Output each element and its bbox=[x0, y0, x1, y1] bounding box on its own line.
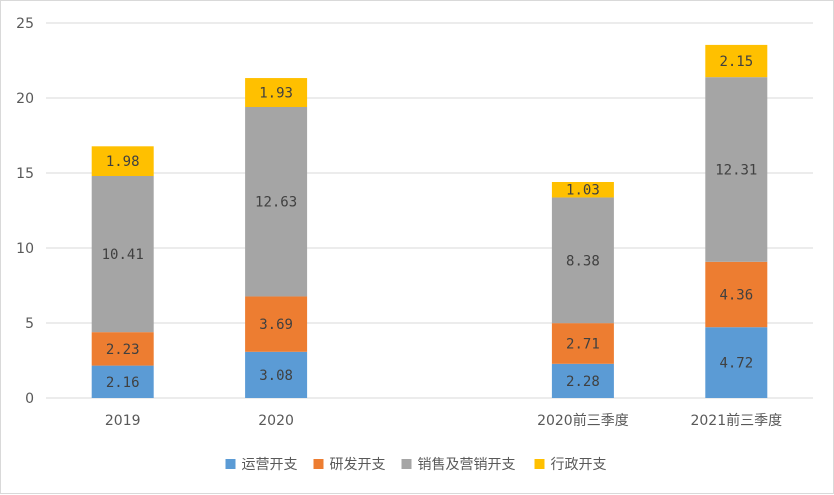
bar-segment bbox=[245, 351, 308, 398]
y-tick-label: 0 bbox=[25, 391, 34, 407]
bar-segment bbox=[245, 296, 308, 352]
y-tick-label: 25 bbox=[16, 16, 34, 32]
data-label: 1.03 bbox=[566, 183, 600, 199]
data-label: 2.28 bbox=[566, 374, 600, 390]
data-label: 2.16 bbox=[106, 375, 140, 391]
y-tick-label: 20 bbox=[16, 91, 34, 107]
data-label: 12.63 bbox=[255, 195, 297, 211]
data-label: 2.23 bbox=[106, 342, 140, 358]
y-axis: 0 5 10 15 20 25 bbox=[16, 16, 34, 407]
data-label: 4.72 bbox=[719, 356, 753, 372]
legend-swatch bbox=[313, 459, 324, 469]
bar-segment bbox=[551, 323, 614, 364]
legend-label: 研发开支 bbox=[330, 457, 386, 473]
legend-label: 运营开支 bbox=[242, 457, 298, 473]
data-label: 3.69 bbox=[259, 317, 293, 333]
bar-segment bbox=[91, 146, 154, 176]
bar-segment bbox=[551, 182, 614, 198]
x-tick-label: 2021前三季度 bbox=[690, 412, 782, 429]
bar-segment bbox=[551, 197, 614, 324]
x-axis: 2019 2020 2020前三季度 2021前三季度 bbox=[105, 412, 782, 429]
bar-segment bbox=[91, 332, 154, 366]
bars: 2.16 2.23 10.41 1.98 3.08 3.69 12.63 1.93 2.28 2.… bbox=[91, 44, 768, 398]
gridlines bbox=[46, 22, 813, 399]
bar-segment bbox=[551, 363, 614, 398]
bar-segment bbox=[705, 261, 768, 328]
legend-swatch bbox=[225, 459, 236, 469]
legend-label: 行政开支 bbox=[551, 457, 607, 473]
y-tick-label: 10 bbox=[16, 241, 34, 257]
legend-label: 销售及营销开支 bbox=[418, 457, 516, 473]
data-label: 1.93 bbox=[259, 86, 293, 102]
bar-segment bbox=[705, 44, 768, 78]
bar-segment bbox=[245, 78, 308, 107]
legend: 运营开支 研发开支 销售及营销开支 行政开支 bbox=[225, 457, 607, 473]
bar-segment bbox=[245, 107, 308, 297]
legend-swatch bbox=[534, 459, 545, 469]
bar-segment bbox=[91, 365, 154, 398]
bar-segment bbox=[705, 77, 768, 262]
data-label: 12.31 bbox=[715, 162, 757, 178]
data-label: 2.71 bbox=[566, 336, 600, 352]
data-label: 10.41 bbox=[102, 247, 144, 263]
data-label: 3.08 bbox=[259, 368, 293, 384]
x-tick-label: 2020 bbox=[258, 413, 294, 429]
bar-segment bbox=[705, 327, 768, 398]
x-tick-label: 2020前三季度 bbox=[537, 412, 629, 429]
bar-segment bbox=[91, 176, 154, 333]
y-tick-label: 15 bbox=[16, 166, 34, 182]
legend-swatch bbox=[401, 459, 412, 469]
y-tick-label: 5 bbox=[25, 316, 34, 332]
data-label: 4.36 bbox=[719, 288, 753, 304]
data-label: 1.98 bbox=[106, 154, 140, 170]
x-tick-label: 2019 bbox=[105, 413, 141, 429]
data-label: 2.15 bbox=[719, 54, 753, 70]
data-label: 8.38 bbox=[566, 253, 600, 269]
